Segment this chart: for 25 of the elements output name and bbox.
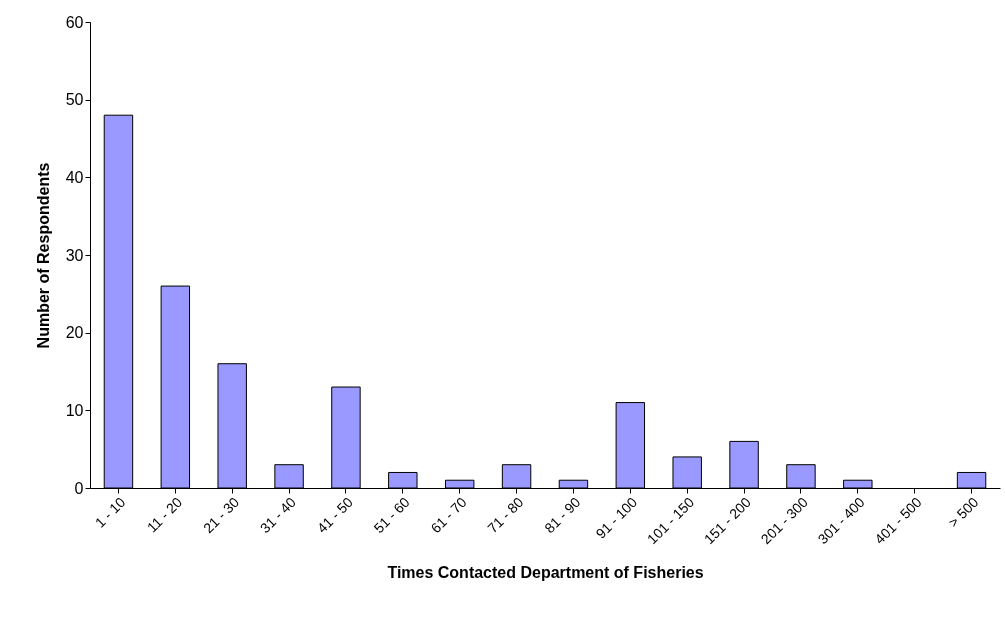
x-tick-label: > 500 — [945, 493, 982, 531]
x-tick-label: 151 - 200 — [700, 493, 755, 548]
y-axis-title: Number of Respondents — [34, 162, 52, 349]
x-tick-label: 71 - 80 — [484, 493, 527, 537]
y-tick-label: 40 — [65, 168, 84, 186]
y-tick-label: 50 — [65, 91, 84, 109]
x-tick-label: 201 - 300 — [757, 493, 811, 548]
x-tick-label: 31 - 40 — [256, 493, 300, 537]
x-tick-label: 81 - 90 — [541, 493, 584, 537]
x-tick-label: 1 - 10 — [91, 493, 129, 531]
x-tick-label: 301 - 400 — [814, 493, 868, 548]
y-tick-label: 60 — [65, 13, 84, 31]
x-tick-label: 61 - 70 — [427, 493, 470, 537]
x-axis-title: Times Contacted Department of Fisheries — [387, 564, 704, 582]
x-tick-label: 11 - 20 — [143, 493, 186, 536]
x-tick-label: 401 - 500 — [871, 493, 925, 548]
y-tick-label: 30 — [65, 246, 84, 264]
y-tick-label: 20 — [65, 324, 84, 342]
x-tick-label: 41 - 50 — [313, 493, 356, 537]
y-tick-label: 10 — [65, 401, 84, 419]
x-tick-label: 21 - 30 — [199, 493, 243, 537]
y-tick-label: 0 — [74, 479, 84, 497]
x-tick-label: 91 - 100 — [592, 493, 641, 542]
x-tick-label: 51 - 60 — [370, 493, 413, 537]
x-tick-label: 101 - 150 — [643, 493, 698, 548]
